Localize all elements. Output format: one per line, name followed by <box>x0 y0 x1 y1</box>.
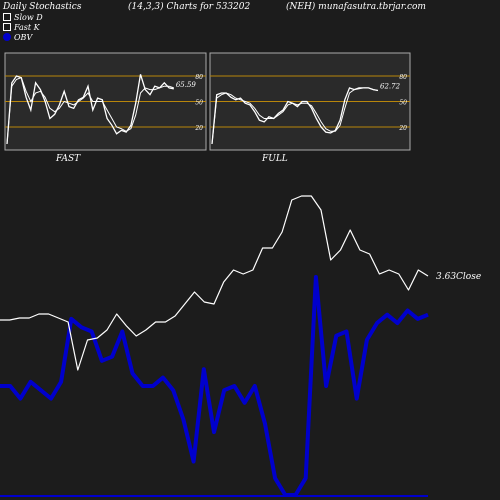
full-last-value-label: 62.72 <box>380 82 401 90</box>
legend-item-obv: OBV <box>3 33 32 42</box>
chart-title: Daily Stochastics <box>3 2 82 12</box>
full-fast-k-line <box>211 87 379 145</box>
close-last-value-label: 3.63Close <box>436 272 481 282</box>
full-level-80-label: 80 <box>399 74 407 81</box>
obv-swatch <box>3 33 11 41</box>
full-panel-title: FULL <box>262 154 288 164</box>
full-level-20-label: 20 <box>398 125 407 132</box>
legend-label-obv: OBV <box>14 33 33 42</box>
slow-d-swatch <box>3 13 11 21</box>
fast-k-swatch <box>3 23 11 31</box>
full-slow-d-line <box>211 87 379 145</box>
symbol-site: (NEH) munafasutra.tbrjar.com <box>286 2 426 12</box>
close-price-line <box>0 195 429 371</box>
fast-panel-title: FAST <box>56 154 81 164</box>
fast-level-20-label: 20 <box>194 125 203 132</box>
obv-line <box>0 275 429 497</box>
legend-label-slow-d: Slow D <box>14 13 43 22</box>
legend-item-fast-k: Fast K <box>3 23 40 32</box>
legend-item-slow-d: Slow D <box>3 13 43 22</box>
fast-last-value-label: 65.59 <box>176 81 197 89</box>
chart-params: (14,3,3) Charts for 533202 <box>128 2 251 12</box>
legend-label-fast-k: Fast K <box>14 23 40 32</box>
full-level-50-label: 50 <box>399 100 407 107</box>
fast-level-50-label: 50 <box>195 100 203 107</box>
fast-level-80-label: 80 <box>195 74 203 81</box>
fast-slow-d-line <box>6 77 174 145</box>
